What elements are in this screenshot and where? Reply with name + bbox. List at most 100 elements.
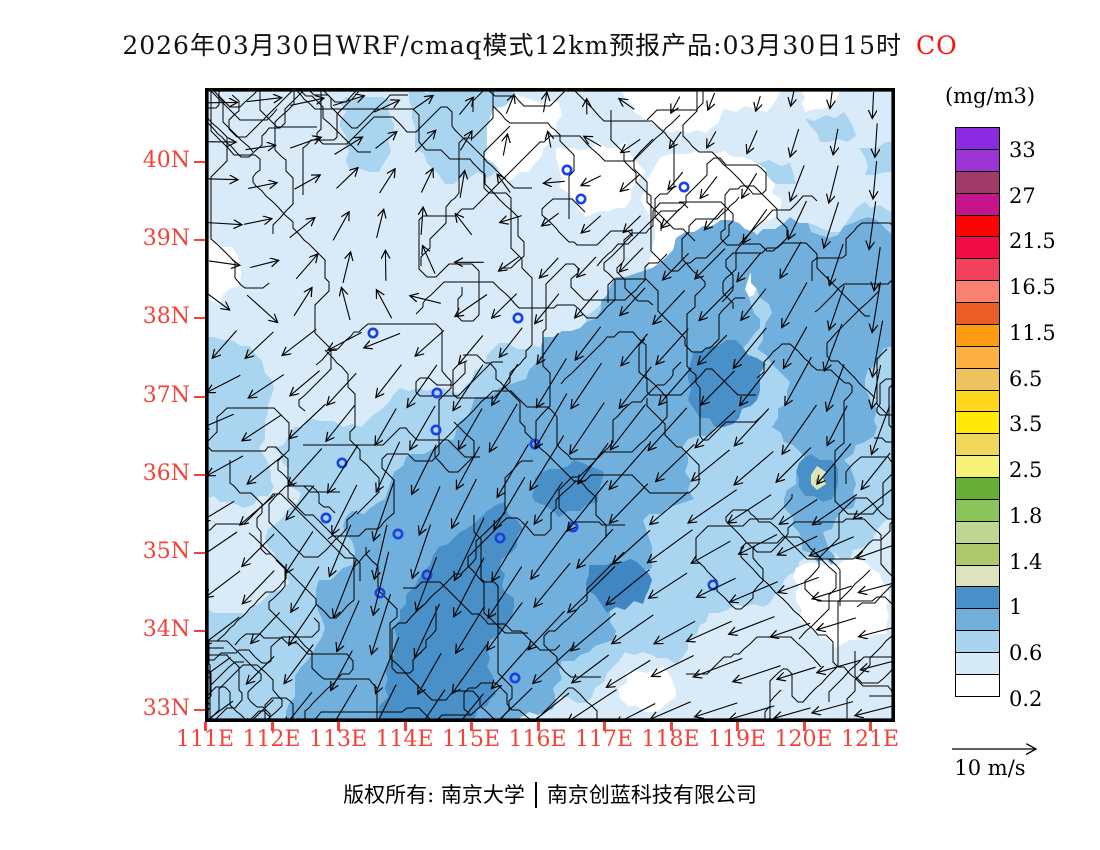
wind-arrow <box>824 323 843 371</box>
colorbar-cell <box>955 302 1000 325</box>
boundary-line <box>721 242 870 317</box>
wind-arrow <box>376 684 397 722</box>
wind-arrow <box>656 444 695 481</box>
wind-arrow <box>505 95 514 114</box>
wind-arrow <box>688 489 738 523</box>
boundary-line <box>268 485 358 558</box>
wind-arrow <box>293 288 312 317</box>
lat-tick <box>194 552 205 554</box>
wind-arrow <box>342 252 351 284</box>
wind-speed-label: 10 m/s <box>954 756 1026 780</box>
wind-arrow <box>375 132 397 149</box>
wind-arrow <box>371 593 392 654</box>
colorbar-tick-label: 11.5 <box>1009 320 1056 345</box>
wind-arrow <box>698 334 728 365</box>
fill-light-strip <box>205 337 274 508</box>
wind-arrow <box>286 485 315 520</box>
wind-arrow <box>334 558 358 618</box>
wind-arrow <box>328 331 362 350</box>
boundary-line <box>541 198 634 246</box>
boundary-line <box>535 253 668 440</box>
wind-arrow <box>729 616 775 635</box>
colorbar-cell <box>955 323 1000 347</box>
colorbar-cell <box>955 586 1000 610</box>
wind-arrow <box>412 96 433 111</box>
wind-arrow <box>334 137 363 155</box>
wind-arrow <box>734 451 774 485</box>
wind-arrow <box>535 393 568 449</box>
lat-label: 40N <box>142 148 190 173</box>
wind-arrow <box>780 241 802 278</box>
fill-white-patch <box>619 88 781 133</box>
colorbar-cell <box>955 214 1000 238</box>
wind-arrow <box>499 327 523 358</box>
wind-arrow <box>653 290 686 324</box>
wind-arrow <box>459 131 472 151</box>
wind-arrow <box>245 145 276 149</box>
wind-arrow <box>205 223 242 225</box>
wind-arrow <box>456 446 480 490</box>
forecast-map <box>205 88 895 722</box>
wind-arrow <box>289 403 326 439</box>
wind-arrow <box>207 455 244 476</box>
wind-arrow <box>423 246 436 274</box>
colorbar-tick-label: 1 <box>1009 595 1023 620</box>
wind-arrow <box>697 577 736 597</box>
wind-arrow <box>824 202 840 248</box>
boundary-line <box>391 460 533 674</box>
wind-arrow <box>410 405 436 450</box>
wind-arrow <box>650 491 689 524</box>
co-concentration-fill <box>205 88 895 722</box>
wind-arrow <box>791 90 795 106</box>
wind-arrow <box>542 212 559 226</box>
plot-species-label: CO <box>916 31 958 60</box>
wind-arrow <box>571 612 616 651</box>
wind-arrow <box>650 701 691 720</box>
wind-arrow <box>327 372 357 405</box>
wind-arrow <box>620 173 641 191</box>
wind-arrow <box>663 253 689 280</box>
wind-arrow <box>415 330 445 357</box>
wind-arrow <box>420 168 433 193</box>
city-markers <box>320 164 719 684</box>
wind-arrow <box>770 622 811 637</box>
fill-light-patch <box>805 112 856 142</box>
lon-label: 120E <box>774 727 833 752</box>
boundary-line <box>558 331 668 526</box>
wind-arrow <box>860 660 895 669</box>
lon-label: 111E <box>175 727 235 752</box>
wind-arrow <box>243 219 272 225</box>
wind-reference-arrow <box>952 736 1050 760</box>
wind-arrow <box>407 364 438 408</box>
wind-arrow <box>623 215 641 233</box>
wind-arrow <box>536 358 567 408</box>
lon-label: 121E <box>840 727 900 752</box>
wind-arrow <box>205 531 238 558</box>
lat-label: 34N <box>142 617 190 642</box>
lon-tick <box>337 722 340 731</box>
lat-tick <box>194 239 205 241</box>
wind-arrow <box>488 566 523 619</box>
wind-arrow <box>829 285 845 330</box>
wind-arrow <box>412 524 432 579</box>
wind-arrow <box>489 403 518 452</box>
wind-arrow <box>785 356 812 405</box>
boundary-line <box>418 114 681 322</box>
wind-arrow <box>376 637 400 693</box>
boundary-line <box>607 278 745 353</box>
wind-arrow <box>499 256 520 271</box>
city-marker <box>575 193 587 205</box>
wind-arrow <box>373 100 399 113</box>
wind-arrow <box>453 364 484 411</box>
colorbar-tick-label: 16.5 <box>1009 275 1056 300</box>
wind-arrow <box>777 666 816 679</box>
wind-arrow <box>809 536 854 556</box>
lon-label: 117E <box>574 727 634 752</box>
lat-tick <box>194 396 205 398</box>
wind-arrow <box>412 444 437 495</box>
city-marker <box>561 164 573 176</box>
lat-tick <box>194 474 205 476</box>
wind-arrow <box>459 335 484 365</box>
wind-arrow <box>812 494 858 525</box>
wind-arrow <box>782 404 817 454</box>
